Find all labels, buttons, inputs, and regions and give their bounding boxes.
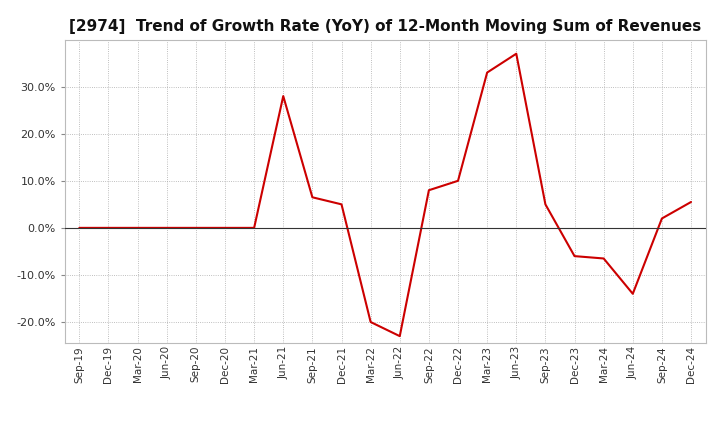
- Title: [2974]  Trend of Growth Rate (YoY) of 12-Month Moving Sum of Revenues: [2974] Trend of Growth Rate (YoY) of 12-…: [69, 19, 701, 34]
